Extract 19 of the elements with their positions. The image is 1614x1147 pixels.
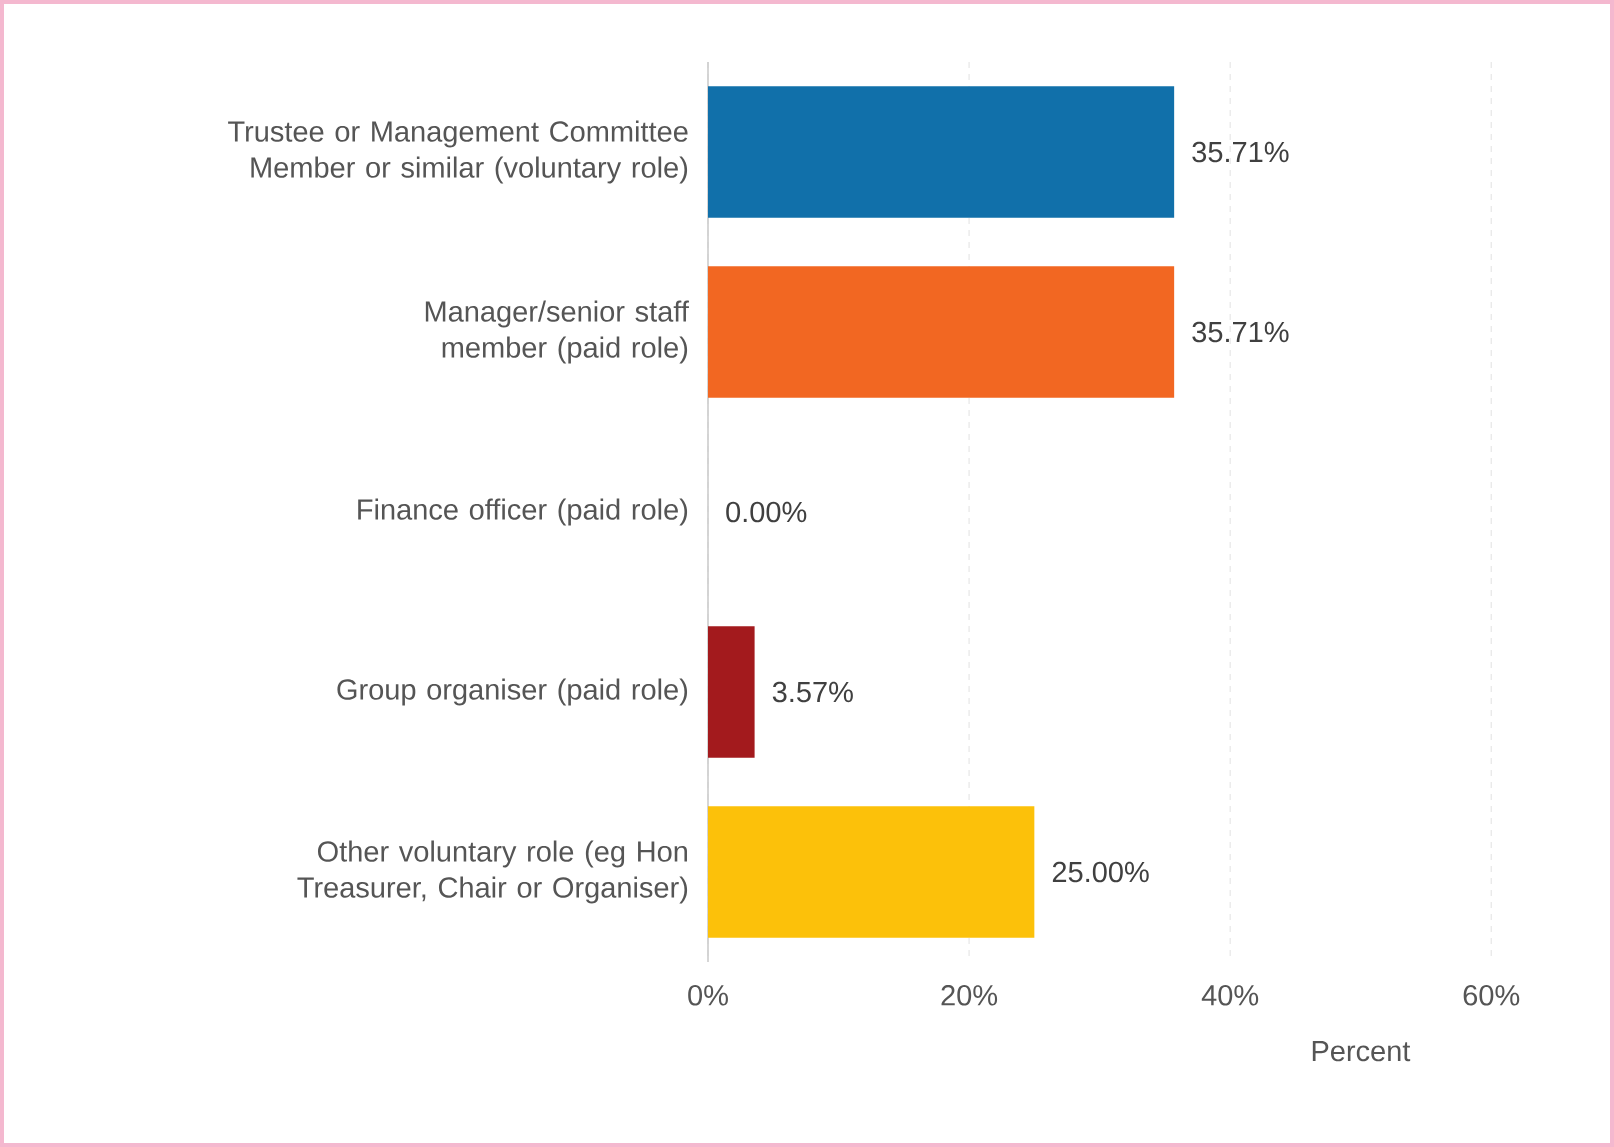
y-tick-label: Finance officer (paid role) bbox=[358, 498, 688, 526]
data-label: 35.71% bbox=[1192, 141, 1289, 163]
y-tick-label: Group organiser (paid role) bbox=[337, 678, 688, 706]
x-tick-label: 40% bbox=[1201, 985, 1259, 1006]
x-tick-label: 20% bbox=[941, 985, 998, 1006]
bar bbox=[708, 266, 1175, 398]
bar bbox=[708, 806, 1035, 938]
y-tick-label: Trustee or Management Committee Member or similar (voluntary role) bbox=[228, 120, 688, 184]
x-tick-label: 0% bbox=[688, 985, 728, 1006]
bar bbox=[708, 86, 1175, 218]
y-tick-label: Manager/senior staff member (paid role) bbox=[425, 300, 689, 364]
y-tick-label: Other voluntary role (eg Hon Treasurer, Chair or Organiser) bbox=[297, 840, 688, 904]
x-tick-label: 60% bbox=[1463, 985, 1520, 1006]
bar bbox=[708, 626, 755, 758]
data-label: 35.71% bbox=[1192, 321, 1289, 343]
data-label: 25.00% bbox=[1052, 861, 1149, 883]
data-label: 3.57% bbox=[772, 681, 853, 703]
data-label: 0.00% bbox=[726, 501, 807, 523]
x-axis-title: Percent bbox=[1312, 1041, 1411, 1062]
